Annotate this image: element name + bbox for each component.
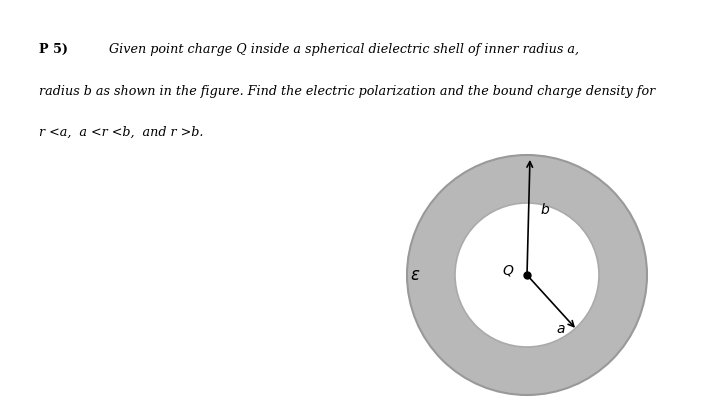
- Circle shape: [455, 203, 599, 347]
- Text: $a$: $a$: [556, 322, 565, 336]
- Text: radius b as shown in the figure. Find the electric polarization and the bound ch: radius b as shown in the figure. Find th…: [39, 85, 655, 97]
- Circle shape: [407, 155, 647, 395]
- Text: $b$: $b$: [540, 202, 550, 218]
- Text: Given point charge Q inside a spherical dielectric shell of inner radius a,: Given point charge Q inside a spherical …: [109, 43, 580, 56]
- Text: $\varepsilon$: $\varepsilon$: [410, 266, 420, 283]
- Text: r <a,  a <r <b,  and r >b.: r <a, a <r <b, and r >b.: [39, 126, 203, 139]
- Text: $Q$: $Q$: [502, 263, 514, 278]
- Text: P 5): P 5): [39, 43, 68, 56]
